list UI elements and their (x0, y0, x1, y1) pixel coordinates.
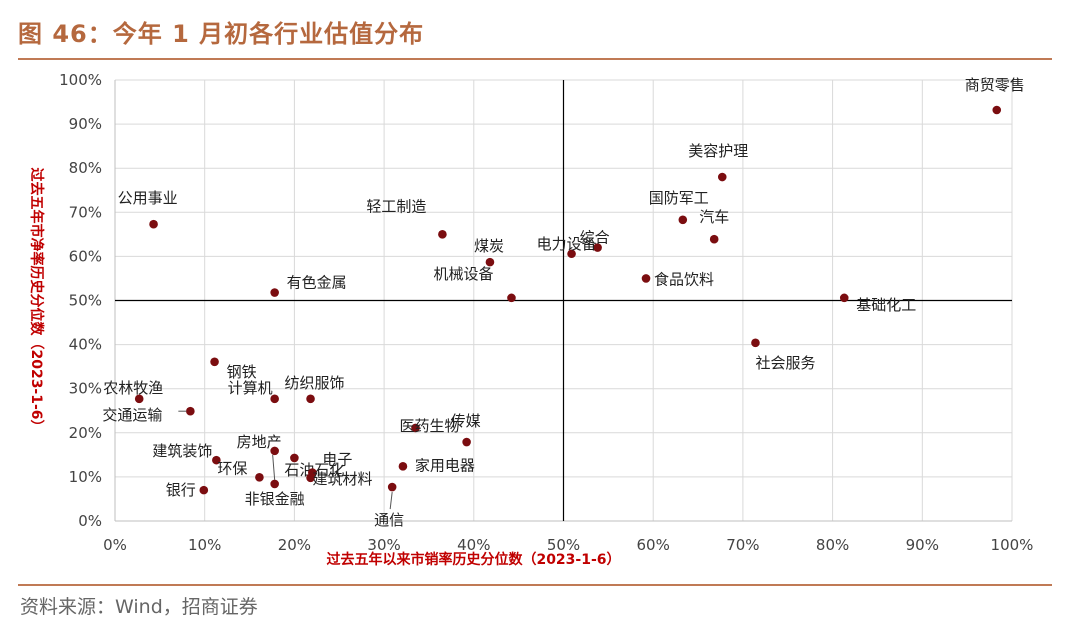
x-tick-label: 70% (726, 536, 759, 554)
data-point (306, 473, 315, 483)
data-point (387, 482, 397, 492)
data-point (485, 257, 495, 267)
data-point (438, 230, 447, 239)
data-label: 电力设备 (537, 235, 597, 253)
data-label: 综合 (580, 229, 610, 247)
data-point (306, 394, 315, 404)
y-tick-label: 30% (69, 380, 102, 398)
y-tick-label: 90% (69, 115, 102, 133)
data-label: 电子 (322, 450, 352, 468)
scatter-chart: 0% 10% 20% 30% 40% 50% 60% 70% 80% 90% 100% 0% 10% 20… (28, 71, 1034, 568)
y-tick-label: 20% (69, 424, 102, 442)
data-label: 食品饮料 (654, 270, 714, 288)
data-point (134, 394, 144, 404)
data-label: 医药生物 (399, 417, 459, 435)
data-point (199, 485, 209, 495)
y-axis-title: 过去五年市净率历史分位数（2023-1-6） (28, 167, 45, 433)
data-point (149, 219, 158, 229)
y-tick-label: 50% (69, 292, 102, 310)
y-tick-label: 10% (69, 468, 102, 486)
data-label: 传媒 (451, 412, 481, 430)
y-tick-label: 80% (69, 159, 102, 177)
data-label: 国防军工 (649, 189, 709, 207)
data-label: 轻工制造 (366, 197, 426, 215)
data-point (270, 394, 279, 404)
data-point (593, 243, 602, 252)
data-label: 美容护理 (688, 142, 748, 160)
x-tick-label: 40% (457, 536, 490, 554)
data-label: 公用事业 (118, 189, 178, 207)
x-tick-label: 50% (547, 536, 580, 554)
data-label: 通信 (374, 511, 404, 529)
data-point (411, 423, 420, 433)
data-point (717, 172, 727, 182)
data-label: 社会服务 (755, 354, 815, 372)
data-label: 钢铁 (227, 363, 257, 381)
data-point (992, 105, 1002, 115)
data-label: 房地产 (237, 433, 282, 451)
data-point (751, 338, 760, 348)
leader-line (389, 491, 393, 510)
x-tick-label: 20% (278, 536, 311, 554)
data-label: 建筑材料 (313, 470, 373, 488)
data-label: 汽车 (699, 208, 729, 226)
data-label: 纺织服饰 (285, 374, 345, 392)
data-label: 家用电器 (415, 456, 475, 474)
data-point (507, 293, 516, 303)
figure-title: 图 46：今年 1 月初各行业估值分布 (18, 20, 425, 48)
data-point (678, 215, 688, 225)
source-note: 资料来源：Wind，招商证券 (20, 596, 258, 618)
data-label: 建筑装饰 (152, 442, 212, 460)
top-divider (18, 58, 1052, 60)
data-point (212, 455, 221, 465)
data-label: 银行 (166, 481, 196, 499)
data-point (255, 473, 264, 482)
data-label: 商贸零售 (965, 76, 1025, 94)
x-tick-label: 60% (637, 536, 670, 554)
data-point (839, 293, 849, 303)
data-point (186, 406, 195, 416)
data-label: 计算机 (228, 379, 273, 397)
x-tick-label: 10% (188, 536, 221, 554)
data-point (270, 288, 279, 297)
y-tick-label: 0% (78, 512, 102, 530)
data-point (210, 357, 219, 367)
data-point (290, 453, 299, 463)
data-label: 非银金融 (245, 490, 305, 508)
data-point (709, 234, 719, 244)
data-label: 有色金属 (287, 274, 347, 292)
x-tick-label: 80% (816, 536, 849, 554)
data-label: 基础化工 (856, 296, 916, 314)
y-tick-label: 40% (69, 336, 102, 354)
data-label: 环保 (217, 459, 247, 477)
bottom-divider (18, 584, 1052, 586)
leader-line (272, 454, 276, 480)
x-tick-label: 90% (906, 536, 939, 554)
data-point (270, 479, 279, 489)
data-label: 煤炭 (474, 237, 504, 255)
data-label: 交通运输 (102, 406, 162, 424)
data-point (398, 462, 408, 471)
data-point (462, 437, 471, 447)
data-point (270, 446, 279, 456)
x-tick-label: 30% (367, 536, 400, 554)
x-axis-title: 过去五年以来市销率历史分位数（2023-1-6） (326, 551, 620, 568)
y-tick-label: 60% (69, 247, 102, 265)
data-point (567, 249, 576, 259)
data-point (641, 274, 651, 283)
x-tick-label: 0% (103, 536, 127, 554)
data-label: 农林牧渔 (103, 379, 163, 397)
y-tick-label: 70% (69, 203, 102, 221)
x-tick-label: 100% (991, 536, 1034, 554)
data-label: 机械设备 (433, 265, 493, 283)
y-tick-label: 100% (59, 71, 102, 89)
